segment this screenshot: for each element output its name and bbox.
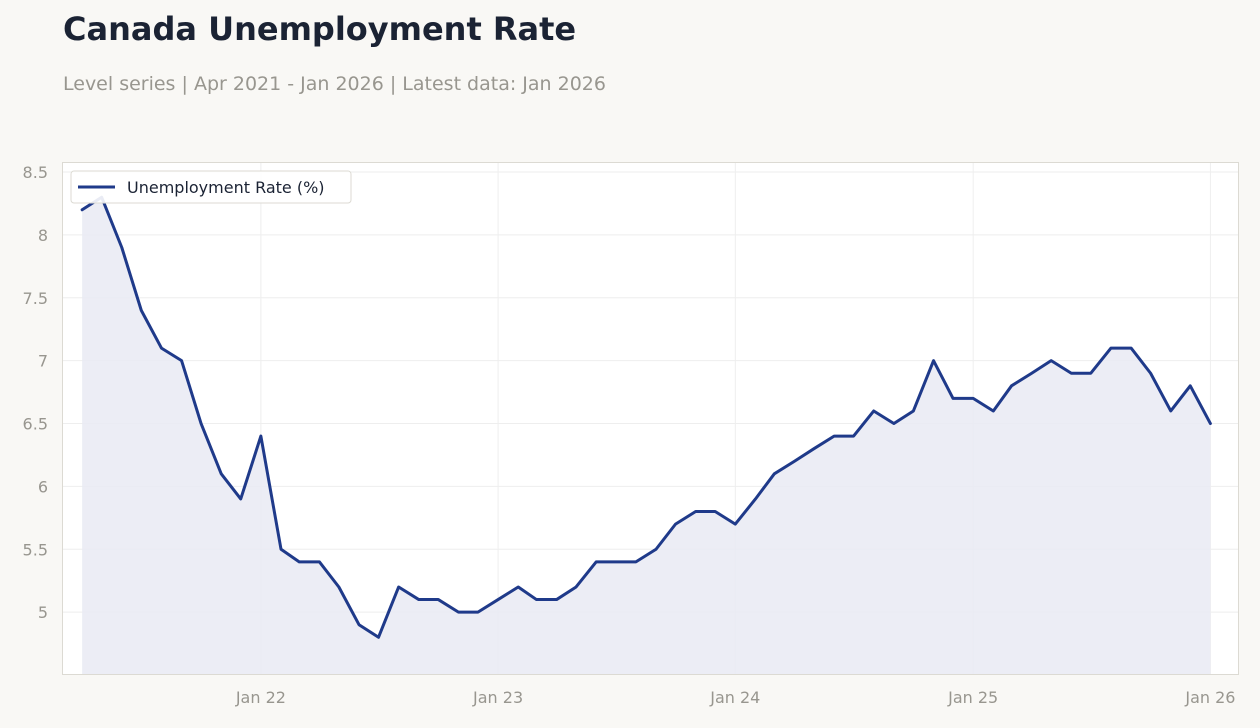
data-point: 2022-02-01: 5.5 xyxy=(279,547,283,551)
data-point: 2025-07-01: 6.9 xyxy=(1089,371,1093,375)
data-point: 2022-09-01: 5.1 xyxy=(417,598,421,602)
y-tick-label: 7.5 xyxy=(23,289,48,308)
data-point: 2025-02-01: 6.6 xyxy=(991,409,995,413)
plot-frame xyxy=(62,162,1239,675)
data-point: 2023-02-01: 5.2 xyxy=(516,585,520,589)
data-point: 2023-07-01: 5.4 xyxy=(614,560,618,564)
data-point: 2023-10-01: 5.7 xyxy=(674,522,678,526)
data-point: 2024-06-01: 6.4 xyxy=(832,434,836,438)
data-point: 2024-03-01: 6.1 xyxy=(772,472,776,476)
data-point: 2022-08-01: 5.2 xyxy=(397,585,401,589)
data-point: 2025-01-01: 6.7 xyxy=(971,396,975,400)
data-point: 2023-04-01: 5.1 xyxy=(555,598,559,602)
data-point: 2021-04-01: 8.2 xyxy=(80,208,84,212)
x-tick-label: Jan 26 xyxy=(1184,688,1235,707)
data-point: 2024-01-01: 5.7 xyxy=(733,522,737,526)
data-point: 2025-08-01: 7.1 xyxy=(1109,346,1113,350)
data-point: 2022-05-01: 5.2 xyxy=(337,585,341,589)
data-point: 2025-05-01: 7 xyxy=(1049,359,1053,363)
y-tick-label: 6.5 xyxy=(23,415,48,434)
data-point: 2023-03-01: 5.1 xyxy=(534,598,538,602)
y-tick-label: 8.5 xyxy=(23,163,48,182)
data-point: 2025-03-01: 6.8 xyxy=(1010,384,1014,388)
data-point: 2021-07-01: 7.4 xyxy=(139,308,143,312)
data-point: 2023-09-01: 5.5 xyxy=(654,547,658,551)
data-point: 2021-11-01: 6.1 xyxy=(219,472,223,476)
y-tick-label: 8 xyxy=(38,226,48,245)
data-point: 2022-11-01: 5 xyxy=(456,610,460,614)
legend-label: Unemployment Rate (%) xyxy=(127,178,325,197)
data-point: 2023-05-01: 5.2 xyxy=(574,585,578,589)
data-point: 2021-06-01: 7.9 xyxy=(120,246,124,250)
data-point: 2024-07-01: 6.4 xyxy=(852,434,856,438)
data-point: 2024-02-01: 5.9 xyxy=(753,497,757,501)
data-point: 2022-12-01: 5 xyxy=(476,610,480,614)
data-point: 2025-12-01: 6.8 xyxy=(1188,384,1192,388)
x-tick-label: Jan 24 xyxy=(709,688,760,707)
data-point: 2021-09-01: 7 xyxy=(180,359,184,363)
data-point: 2021-10-01: 6.5 xyxy=(199,422,203,426)
data-point: 2021-12-01: 5.9 xyxy=(239,497,243,501)
data-point: 2022-07-01: 4.8 xyxy=(377,635,381,639)
chart-title: Canada Unemployment Rate xyxy=(63,10,577,48)
data-point: 2022-01-01: 6.4 xyxy=(259,434,263,438)
x-tick-label: Jan 25 xyxy=(947,688,998,707)
data-point: 2024-12-01: 6.7 xyxy=(951,396,955,400)
y-tick-label: 7 xyxy=(38,352,48,371)
data-point: 2024-09-01: 6.5 xyxy=(892,422,896,426)
data-point: 2021-08-01: 7.1 xyxy=(159,346,163,350)
y-tick-label: 5 xyxy=(38,603,48,622)
data-point: 2023-11-01: 5.8 xyxy=(694,510,698,514)
data-point: 2022-03-01: 5.4 xyxy=(297,560,301,564)
x-tick-label: Jan 23 xyxy=(472,688,523,707)
data-point: 2023-08-01: 5.4 xyxy=(634,560,638,564)
series-area xyxy=(82,197,1211,675)
x-tick-label: Jan 22 xyxy=(235,688,286,707)
data-point: 2024-11-01: 7 xyxy=(932,359,936,363)
data-point: 2022-06-01: 4.9 xyxy=(357,623,361,627)
data-point: 2025-11-01: 6.6 xyxy=(1169,409,1173,413)
y-tick-label: 5.5 xyxy=(23,540,48,559)
data-point: 2024-05-01: 6.3 xyxy=(812,447,816,451)
data-point: 2025-10-01: 6.9 xyxy=(1149,371,1153,375)
y-tick-label: 6 xyxy=(38,477,48,496)
data-point: 2025-09-01: 7.1 xyxy=(1129,346,1133,350)
data-point: 2023-01-01: 5.1 xyxy=(496,598,500,602)
legend-box xyxy=(70,170,352,204)
data-point: 2023-12-01: 5.8 xyxy=(713,510,717,514)
data-point: 2024-04-01: 6.2 xyxy=(792,459,796,463)
data-point: 2024-08-01: 6.6 xyxy=(872,409,876,413)
data-point: 2025-04-01: 6.9 xyxy=(1030,371,1034,375)
data-point: 2024-10-01: 6.6 xyxy=(911,409,915,413)
series-line-unemployment-rate xyxy=(80,195,1212,639)
data-point: 2026-01-01: 6.5 xyxy=(1208,422,1212,426)
chart-subtitle: Level series | Apr 2021 - Jan 2026 | Lat… xyxy=(63,73,606,95)
data-point: 2022-04-01: 5.4 xyxy=(317,560,321,564)
data-point: 2023-06-01: 5.4 xyxy=(594,560,598,564)
data-point: 2025-06-01: 6.9 xyxy=(1069,371,1073,375)
data-point: 2022-10-01: 5.1 xyxy=(436,598,440,602)
